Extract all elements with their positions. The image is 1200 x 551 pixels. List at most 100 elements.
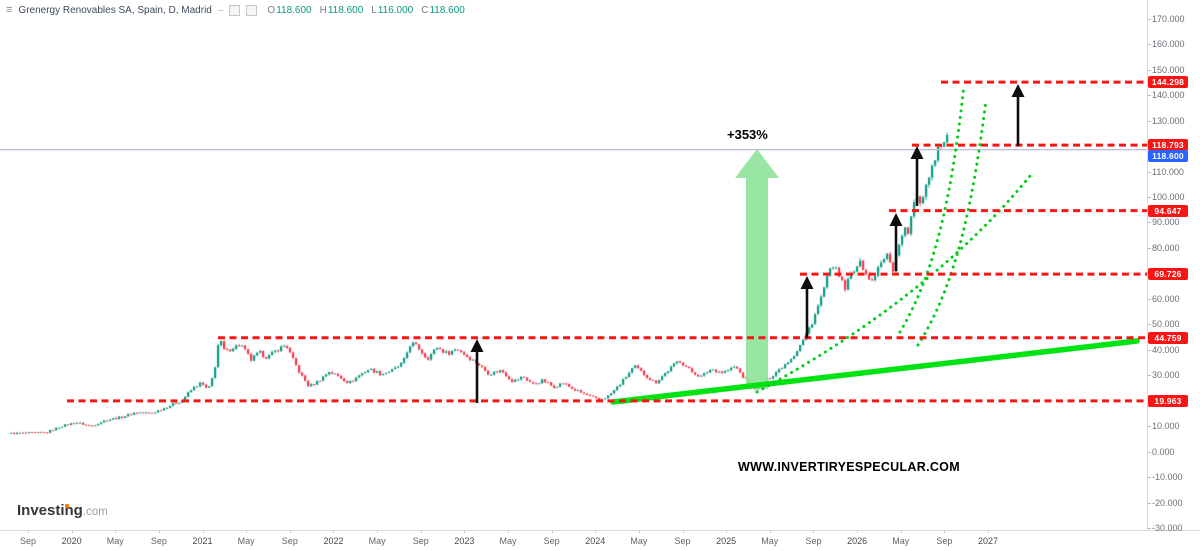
time-tick-mark [246,530,248,533]
time-tick-mark [595,530,597,533]
logo-brand: Investing [17,502,83,519]
price-tick-label: 50.000 [1152,319,1180,330]
time-tick-mark [988,530,989,533]
big-green-arrow [735,149,779,389]
price-level-label-19.963: 19.963 [1148,394,1188,407]
price-tick-label: 170.000 [1152,13,1185,24]
high-value: 118.600 [327,4,364,16]
investing-logo[interactable]: Investing.com [17,502,108,519]
watermark-text: WWW.INVERTIRYESPECULAR.COM [738,460,960,474]
time-tick-mark [202,530,204,533]
time-tick-label: Sep [936,536,953,546]
price-tick-mark [1147,18,1151,20]
parabolic-dotted-curve-3[interactable] [916,98,988,347]
price-tick-mark [1147,44,1151,46]
price-tick-mark [1147,95,1151,97]
time-tick-label: 2026 [847,536,868,546]
low-value: 116.000 [377,4,414,16]
time-tick-label: Sep [674,536,691,546]
time-tick-mark [944,530,946,533]
menu-icon[interactable]: ≡ [6,4,13,16]
time-tick-mark [71,530,73,533]
time-tick-label: May [237,536,255,546]
time-tick-label: May [106,536,124,546]
symbol-title[interactable]: Grenergy Renovables SA, Spain, D, Madrid [18,4,212,16]
time-tick-mark [769,530,771,533]
time-tick-mark [726,530,728,533]
price-tick-mark [1147,349,1151,351]
time-tick-label: Sep [150,536,167,546]
time-tick-label: Sep [281,536,298,546]
time-tick-label: Sep [805,536,822,546]
time-tick-label: May [892,536,910,546]
logo-suffix: .com [82,506,108,518]
legend-square-icon-1[interactable] [229,4,241,16]
time-tick-label: May [630,536,648,546]
time-tick-label: May [368,536,386,546]
time-tick-mark [638,530,640,533]
price-tick-label: -10.000 [1152,472,1183,483]
time-tick-label: May [499,536,517,546]
time-tick-label: 2020 [61,536,82,546]
time-tick-mark [682,530,684,533]
price-tick-label: 0.000 [1152,446,1175,457]
legend-square-icon-2[interactable] [246,4,258,16]
high-label: H [319,4,327,16]
open-value: 118.600 [276,4,312,16]
time-tick-mark [28,530,29,533]
price-axis-border [1147,0,1148,530]
time-tick-label: 2021 [192,536,213,546]
breakout-arrow-head-3 [889,213,903,226]
price-tick-label: 150.000 [1152,64,1185,75]
time-tick-mark [464,530,466,533]
price-tick-label: 130.000 [1152,115,1185,126]
time-tick-mark [551,530,553,533]
time-tick-mark [420,530,422,533]
price-tick-mark [1147,426,1151,428]
logo-orange-dot-icon [65,504,69,508]
price-tick-label: 10.000 [1152,421,1180,432]
breakout-arrow-head-4 [910,146,924,159]
breakout-arrow-head-1 [470,339,484,352]
price-level-label-118.793: 118.793 [1148,139,1188,152]
price-tick-mark [1147,477,1151,479]
time-tick-label: 2027 [977,536,999,546]
price-tick-label: -30.000 [1152,523,1183,534]
time-tick-label: 2022 [323,536,344,546]
price-tick-mark [1147,69,1151,71]
time-tick-mark [508,530,509,533]
breakout-arrow-head-5 [1011,84,1025,97]
time-tick-label: 2024 [585,536,606,546]
time-tick-mark [900,530,902,533]
price-tick-label: 90.000 [1152,217,1180,228]
symbol-legend: ≡ Grenergy Renovables SA, Spain, D, Madr… [6,3,465,17]
breakout-arrow-head-2 [800,276,814,289]
parabolic-dotted-curve-2[interactable] [898,83,966,334]
time-tick-mark [158,530,160,533]
time-tick-label: Sep [19,536,37,546]
time-tick-label: May [761,536,779,546]
price-tick-mark [1147,298,1151,300]
price-level-label-69.726: 69.726 [1148,268,1188,281]
time-tick-mark [333,530,335,533]
price-level-label-44.759: 44.759 [1148,331,1188,344]
price-level-label-94.647: 94.647 [1148,204,1188,217]
time-tick-mark [115,530,117,533]
support-trendline[interactable] [610,338,1140,405]
price-tick-label: 80.000 [1152,242,1180,253]
time-tick-label: 2023 [454,536,475,546]
price-tick-mark [1147,375,1151,377]
time-tick-label: Sep [543,536,560,546]
time-tick-mark [857,530,859,533]
price-tick-label: 110.000 [1152,166,1184,177]
price-tick-mark [1147,528,1151,530]
price-tick-mark [1147,120,1151,122]
price-tick-label: 40.000 [1152,344,1180,355]
parabolic-dotted-curve-1[interactable] [755,174,1032,394]
time-tick-mark [813,530,815,533]
close-value: 118.600 [429,4,465,16]
price-tick-mark [1147,451,1151,453]
time-axis-border [0,530,1200,531]
price-level-label-144.298: 144.298 [1148,76,1188,89]
